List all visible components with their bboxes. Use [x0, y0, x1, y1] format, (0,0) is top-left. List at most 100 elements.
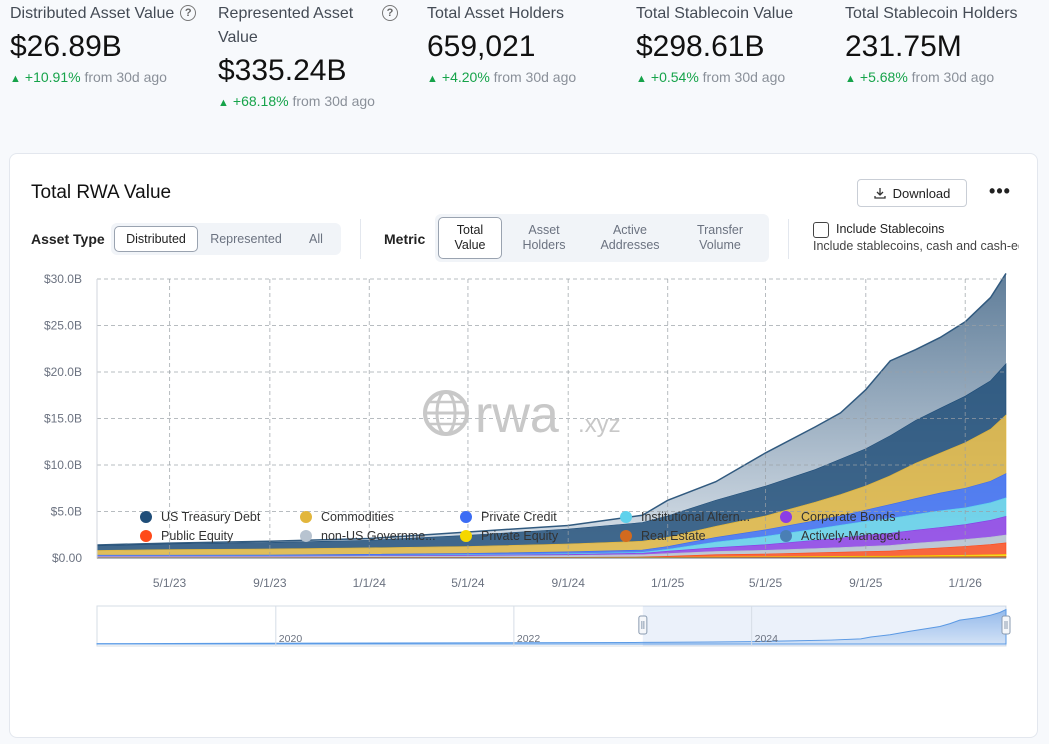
stat-change-suffix: from 30d ago [702, 69, 786, 85]
legend-label: non-US Governme... [321, 529, 436, 543]
stat-label: Total Asset Holders [427, 5, 564, 22]
stat-change-suffix: from 30d ago [911, 69, 995, 85]
navigator-handle-left[interactable] [638, 615, 648, 635]
x-tick-label: 5/1/23 [153, 576, 187, 590]
asset-type-all[interactable]: All [309, 231, 323, 246]
help-icon[interactable]: ? [180, 5, 197, 21]
stat-total-stablecoin-value: Total Stablecoin Value $298.61B ▲ +0.54% … [636, 2, 836, 85]
stat-total-stablecoin-holders: Total Stablecoin Holders 231.75M ▲ +5.68%… [845, 2, 1045, 85]
legend-item[interactable]: Institutional Altern... [620, 510, 750, 524]
stat-label: Total Stablecoin Holders [845, 5, 1018, 22]
legend-swatch [140, 511, 152, 523]
stat-label: Total Stablecoin Value [636, 5, 794, 22]
legend-label: Commodities [321, 510, 394, 524]
legend-item[interactable]: Private Equity [460, 529, 558, 543]
legend-swatch [620, 511, 632, 523]
y-tick-label: $5.0B [51, 505, 82, 519]
x-tick-label: 5/1/24 [451, 576, 485, 590]
x-tick-label: 1/1/24 [353, 576, 387, 590]
navigator-selection[interactable] [642, 606, 1006, 646]
range-navigator[interactable]: 2020 2022 2024 [96, 605, 1011, 647]
x-tick-label: 1/1/26 [949, 576, 983, 590]
stat-change: +0.54% [650, 69, 699, 85]
watermark-suffix: .xyz [578, 411, 621, 438]
watermark-text: rwa [475, 386, 559, 444]
metric-label: Metric [384, 231, 426, 247]
trend-up-icon: ▲ [10, 73, 21, 85]
legend-item[interactable]: Private Credit [460, 510, 557, 524]
legend-swatch [620, 530, 632, 542]
legend-item[interactable]: Commodities [300, 510, 394, 524]
navigator-year-label: 2020 [279, 633, 303, 645]
metric-asset-holders[interactable]: Asset Holders [522, 223, 566, 252]
legend-item[interactable]: Actively-Managed... [780, 529, 911, 543]
stat-change: +4.20% [441, 69, 490, 85]
y-tick-label: $25.0B [44, 319, 82, 333]
include-stablecoins-checkbox[interactable] [813, 222, 829, 238]
download-icon [873, 188, 886, 199]
stat-value: 231.75M [845, 30, 962, 63]
rwa-watermark: rwa .xyz [423, 386, 621, 444]
legend-swatch [780, 511, 792, 523]
legend-item[interactable]: Corporate Bonds [780, 510, 896, 524]
stat-total-asset-holders: Total Asset Holders 659,021 ▲ +4.20% from… [427, 2, 627, 85]
more-options-icon[interactable]: ••• [989, 181, 1011, 201]
legend-item[interactable]: non-US Governme... [300, 529, 436, 543]
card-title: Total RWA Value [31, 182, 172, 203]
metric-total-value[interactable]: Total Value [438, 217, 502, 259]
x-tick-label: 5/1/25 [749, 576, 783, 590]
legend-label: Public Equity [161, 529, 234, 543]
legend-item[interactable]: US Treasury Debt [140, 510, 260, 524]
legend-swatch [300, 530, 312, 542]
chart-legend: US Treasury Debt Commodities Private Credi… [130, 510, 1010, 554]
legend-swatch [140, 530, 152, 542]
y-tick-label: $30.0B [44, 272, 82, 286]
asset-type-represented[interactable]: Represented [210, 231, 282, 246]
include-stablecoins-description: Include stablecoins, cash and cash-equiv… [813, 239, 1019, 253]
y-tick-label: $15.0B [44, 412, 82, 426]
trend-up-icon: ▲ [845, 73, 856, 85]
stat-value: 659,021 [427, 30, 536, 63]
legend-label: Real Estate [641, 529, 706, 543]
legend-label: Corporate Bonds [801, 510, 896, 524]
stat-change-suffix: from 30d ago [292, 93, 375, 109]
asset-type-distributed[interactable]: Distributed [114, 226, 198, 252]
legend-swatch [300, 511, 312, 523]
stat-change: +5.68% [859, 69, 908, 85]
legend-label: Actively-Managed... [801, 529, 911, 543]
x-tick-label: 9/1/25 [849, 576, 883, 590]
y-tick-label: $20.0B [44, 365, 82, 379]
divider [360, 219, 361, 259]
asset-type-toggle: Distributed Represented All [111, 223, 341, 255]
legend-label: US Treasury Debt [161, 510, 261, 524]
metric-active-addresses[interactable]: Active Addresses [600, 223, 660, 252]
stat-change: +68.18% [232, 93, 289, 109]
navigator-year-label: 2024 [755, 633, 779, 645]
x-tick-label: 9/1/24 [552, 576, 586, 590]
legend-label: Institutional Altern... [641, 510, 751, 524]
trend-up-icon: ▲ [427, 73, 438, 85]
help-icon[interactable]: ? [382, 5, 398, 21]
stat-value: $335.24B [218, 54, 347, 87]
navigator-handle-right[interactable] [1001, 615, 1011, 635]
download-label: Download [892, 185, 951, 201]
legend-swatch [460, 511, 472, 523]
stat-change-suffix: from 30d ago [84, 69, 167, 85]
stats-bar: Distributed Asset Value? $26.89B ▲ +10.91… [0, 0, 1049, 150]
download-button[interactable]: Download [857, 179, 967, 207]
legend-item[interactable]: Real Estate [620, 529, 706, 543]
legend-swatch [460, 530, 472, 542]
y-tick-label: $0.00 [52, 551, 82, 565]
stat-change-suffix: from 30d ago [493, 69, 577, 85]
asset-type-label: Asset Type [31, 231, 105, 247]
metric-toggle: Total Value Asset Holders Active Addresses … [435, 214, 769, 262]
stat-label: Distributed Asset Value [10, 5, 175, 22]
stat-value: $26.89B [10, 30, 122, 63]
include-stablecoins-label: Include Stablecoins [836, 222, 945, 236]
metric-transfer-volume[interactable]: Transfer Volume [696, 223, 744, 252]
navigator-year-label: 2022 [517, 633, 541, 645]
legend-item[interactable]: Public Equity [140, 529, 233, 543]
trend-up-icon: ▲ [218, 97, 229, 109]
legend-label: Private Equity [481, 529, 559, 543]
